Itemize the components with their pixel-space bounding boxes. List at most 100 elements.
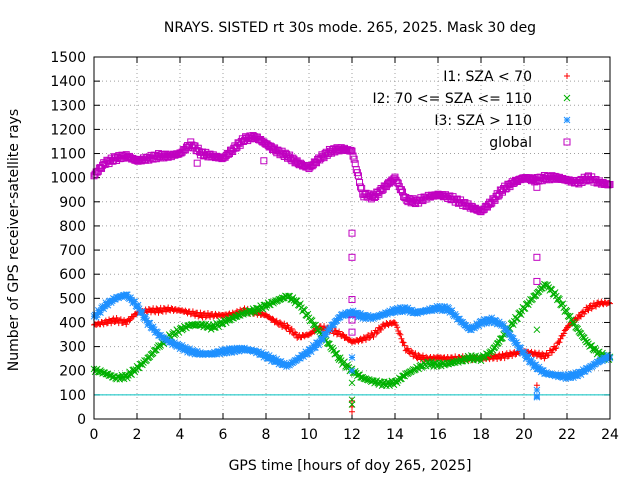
grid xyxy=(93,56,611,420)
series-1-point xyxy=(404,345,411,352)
series-3-point xyxy=(190,347,198,355)
outlier-point xyxy=(260,157,268,165)
series-1-point xyxy=(269,315,276,322)
series-3-point xyxy=(300,353,307,361)
series-3-point xyxy=(354,309,361,317)
y-tick-label: 400 xyxy=(59,315,86,331)
series-3-point xyxy=(171,339,178,346)
series-3-point xyxy=(336,313,344,321)
series-3-point xyxy=(384,310,391,318)
series-3-point xyxy=(489,317,497,325)
series-3-point xyxy=(364,311,372,319)
series-3-point xyxy=(344,312,352,319)
series-4 xyxy=(90,132,614,216)
legend-marker-1 xyxy=(564,73,570,79)
series-3-point xyxy=(536,366,544,373)
series-1-point xyxy=(545,352,552,359)
series-3-point xyxy=(178,341,186,349)
series-3-point xyxy=(139,308,146,316)
series-1-point xyxy=(145,305,152,312)
series-1-point xyxy=(336,328,343,335)
series-3-point xyxy=(322,331,330,339)
series-3-point xyxy=(369,313,376,321)
series-3-point xyxy=(506,331,514,338)
series-4-point xyxy=(393,178,401,186)
series-1-point xyxy=(557,335,564,342)
series-3-point xyxy=(432,304,440,312)
series-1-point xyxy=(399,339,406,346)
series-3-point xyxy=(562,375,570,383)
series-3-point xyxy=(477,317,485,325)
series-1-point xyxy=(412,350,419,357)
series-3-point xyxy=(571,371,578,379)
series-1-point xyxy=(536,349,543,356)
y-tick-label: 300 xyxy=(59,340,86,356)
series-1-point xyxy=(126,317,133,324)
legend-marker-3 xyxy=(563,116,571,124)
series-3-point xyxy=(358,313,366,320)
x-tick-label: 2 xyxy=(133,427,142,443)
series-3-point xyxy=(566,374,574,382)
series-3-point xyxy=(500,322,507,330)
series-3-point xyxy=(479,319,487,326)
series-2-point xyxy=(292,297,300,305)
series-3-point xyxy=(349,307,357,315)
series-4-point xyxy=(354,172,362,180)
series-3-point xyxy=(297,354,304,362)
series-1-point xyxy=(494,356,501,363)
series-1-point xyxy=(593,303,600,310)
series-3-point xyxy=(517,344,525,352)
y-tick-label: 100 xyxy=(59,388,86,404)
y-axis-label: Number of GPS receiver-satellite rays xyxy=(6,109,22,371)
series-3-point xyxy=(553,371,561,379)
series-1-point xyxy=(362,336,369,343)
x-tick-label: 16 xyxy=(429,427,447,443)
series-1-point xyxy=(111,318,118,325)
series-2-point xyxy=(384,378,391,386)
series-3-point xyxy=(217,349,225,356)
series-1-point xyxy=(396,330,403,337)
series-3-point xyxy=(255,348,262,356)
series-3-point xyxy=(173,343,181,350)
series-3-point xyxy=(218,346,226,353)
series-1-point xyxy=(553,344,560,351)
series-3-point xyxy=(467,326,475,334)
series-3-point xyxy=(438,307,446,315)
series-3-point xyxy=(195,350,203,358)
series-3-point xyxy=(595,358,603,365)
series-1-point xyxy=(189,308,196,315)
series-1-point xyxy=(158,308,165,315)
series-3-point xyxy=(327,324,334,332)
series-1-point xyxy=(197,309,204,316)
series-3-point xyxy=(237,345,245,352)
series-3-point xyxy=(273,355,281,363)
series-1-point xyxy=(504,353,511,360)
series-3-point xyxy=(149,323,157,331)
series-3-point xyxy=(184,348,191,356)
series-3-point xyxy=(270,354,277,361)
y-tick-label: 1400 xyxy=(50,74,86,90)
series-3 xyxy=(90,291,614,383)
series-2 xyxy=(90,280,614,390)
series-3-point xyxy=(459,318,467,326)
series-3-point xyxy=(357,309,364,317)
series-1-point xyxy=(108,320,115,327)
series-3-point xyxy=(604,351,612,359)
legend-label-4: global xyxy=(489,135,532,151)
x-axis-label: GPS time [hours of doy 265, 2025] xyxy=(229,458,472,474)
series-3-point xyxy=(154,328,161,336)
series-2-point xyxy=(335,356,343,363)
y-tick-label: 1300 xyxy=(50,98,86,114)
series-1-point xyxy=(378,326,385,333)
x-tick-label: 22 xyxy=(558,427,576,443)
series-2-point xyxy=(308,317,316,325)
series-3-point xyxy=(390,307,398,314)
series-3-point xyxy=(539,367,547,374)
series-3-point xyxy=(561,372,569,380)
series-3-point xyxy=(404,304,412,312)
series-3-point xyxy=(520,348,528,356)
series-3-point xyxy=(503,326,511,334)
series-3-point xyxy=(495,318,503,326)
series-2-point xyxy=(488,348,496,356)
series-1-point xyxy=(556,339,563,346)
